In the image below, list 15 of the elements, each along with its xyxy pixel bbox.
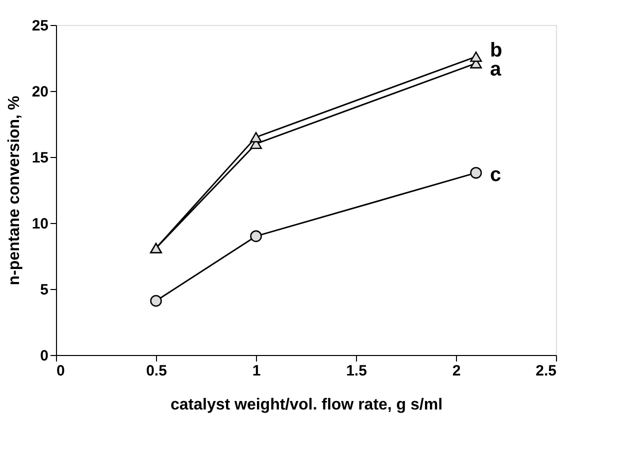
x-tick-label: 0.5 [146, 362, 167, 380]
x-tick-label: 0 [56, 362, 65, 380]
x-tick-label: 2.5 [536, 362, 556, 380]
y-tick-label: 5 [40, 282, 48, 298]
y-tick-label: 15 [32, 150, 48, 166]
x-axis-title: catalyst weight/vol. flow rate, g s/ml [170, 396, 443, 414]
y-axis-title: n-pentane conversion, % [6, 96, 23, 286]
y-tick-label: 10 [32, 216, 48, 232]
y-tick-label: 20 [32, 84, 48, 100]
y-tick-label: 25 [32, 18, 48, 34]
y-tick-label: 0 [40, 348, 48, 364]
x-tick-label: 1.5 [346, 362, 367, 380]
x-tick-label: 1 [252, 362, 261, 380]
series-label: c [490, 164, 502, 186]
x-tick-label: 2 [452, 362, 461, 380]
